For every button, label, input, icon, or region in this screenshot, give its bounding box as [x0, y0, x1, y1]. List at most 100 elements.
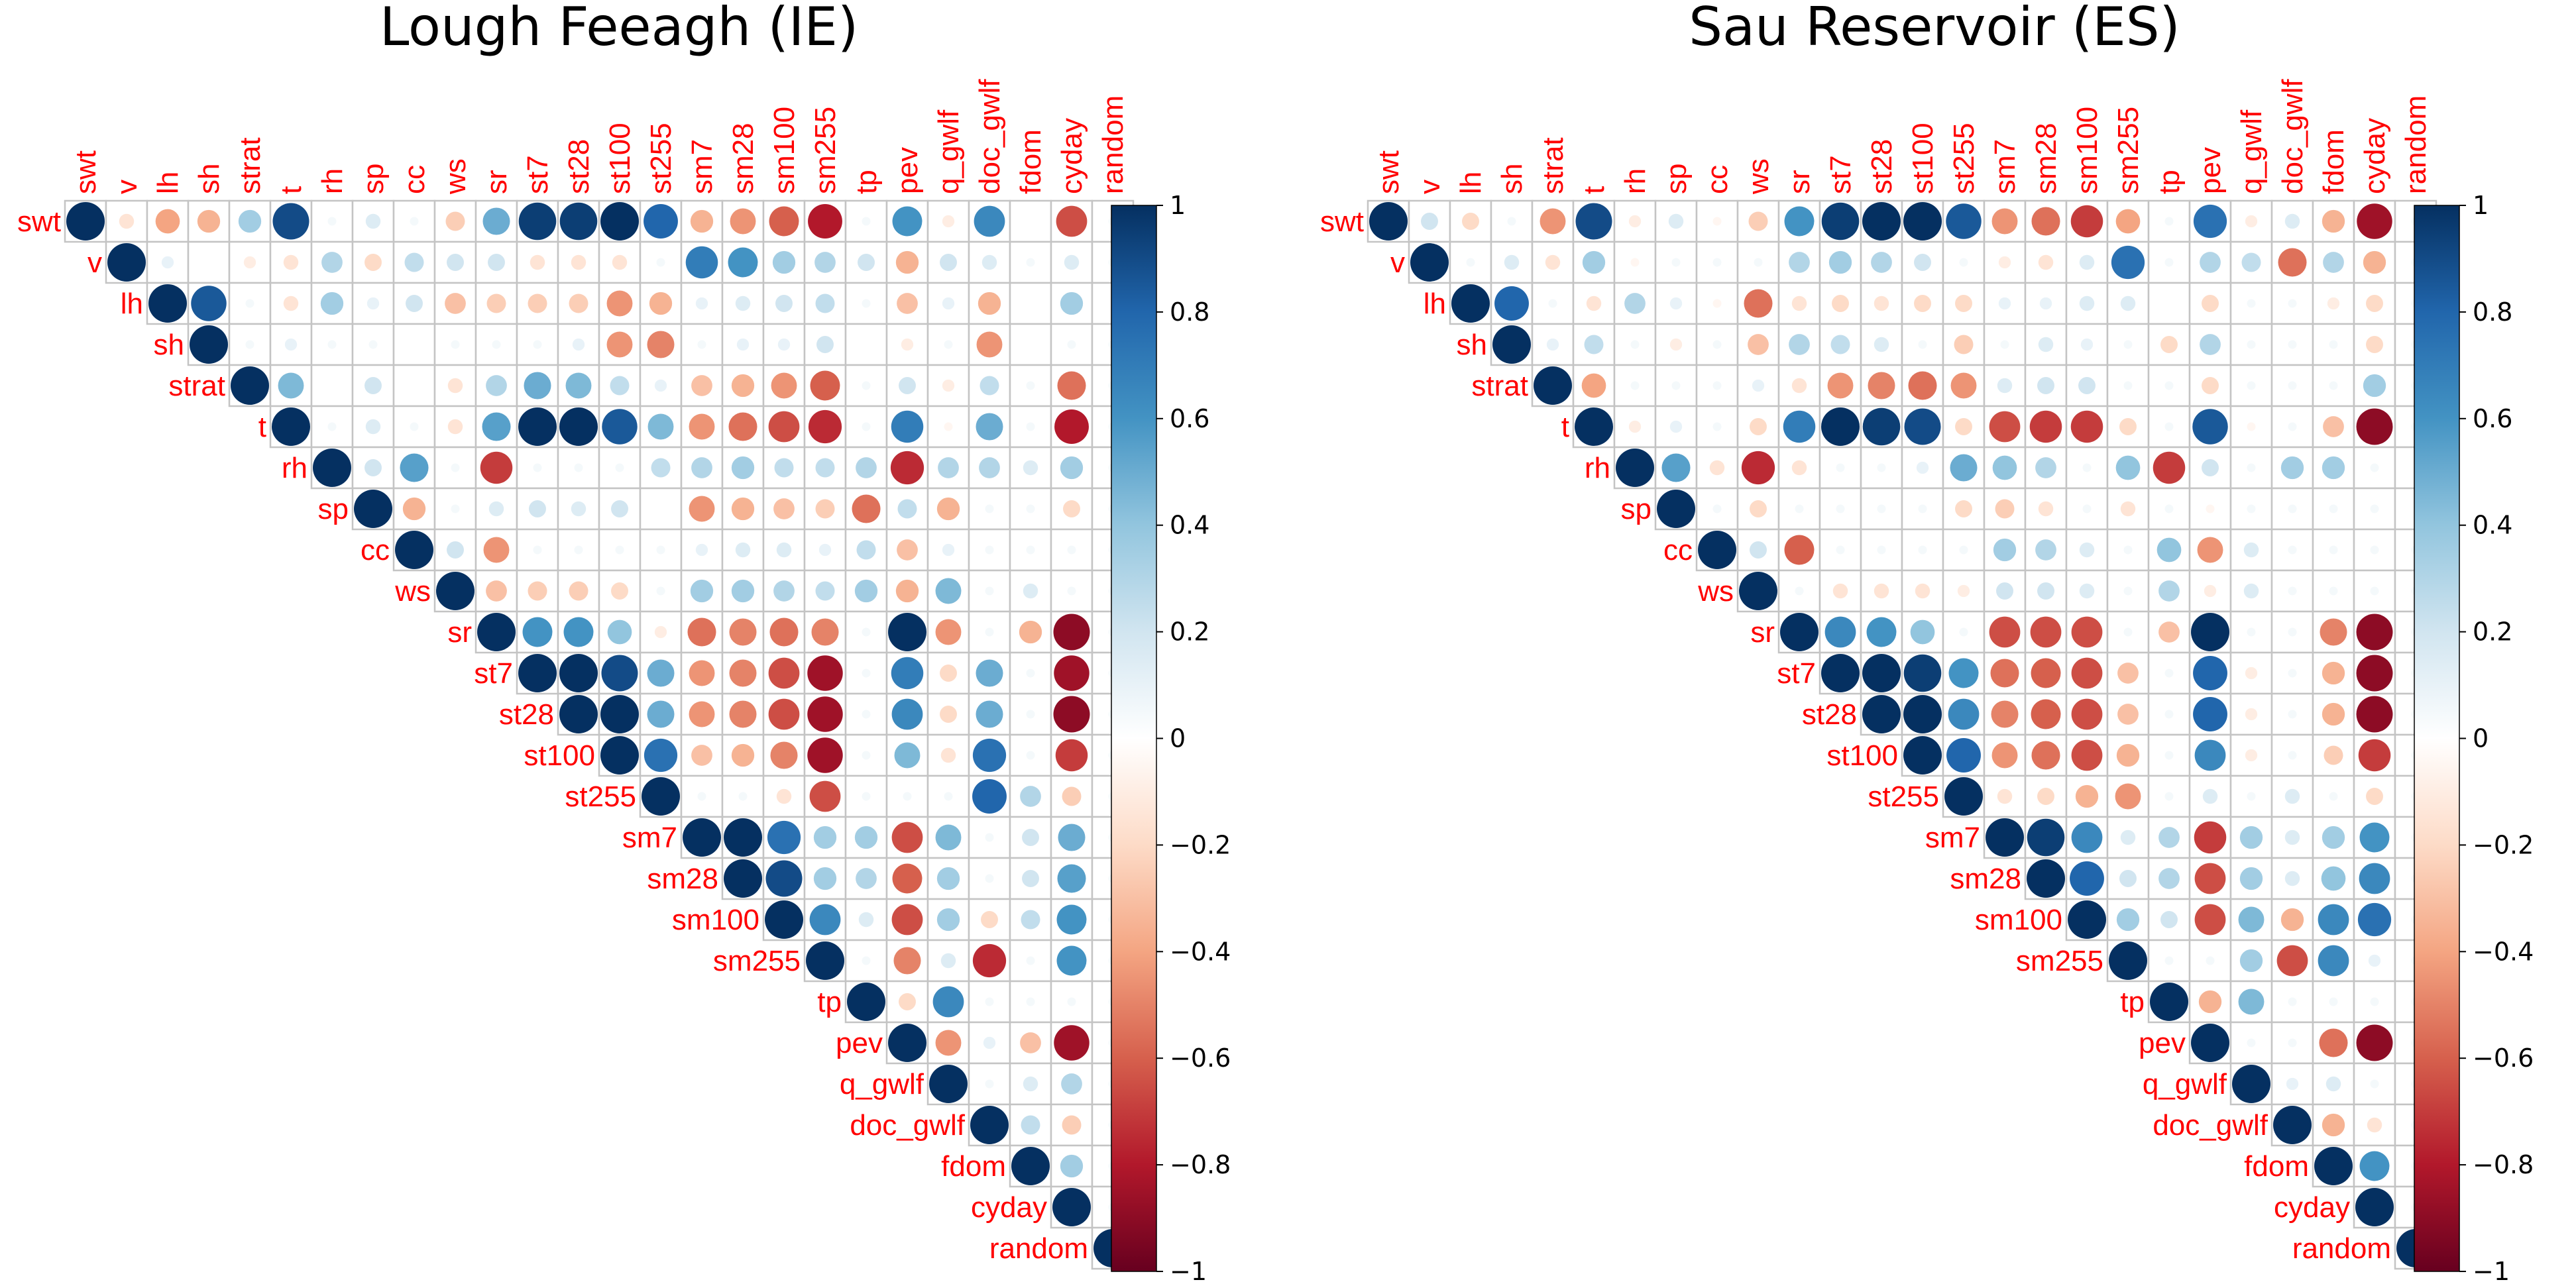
- correlation-circle: [942, 543, 955, 557]
- correlation-circle: [690, 209, 714, 233]
- correlation-circle: [2000, 340, 2009, 349]
- correlation-circle: [2116, 908, 2140, 932]
- correlation-circle: [197, 209, 221, 233]
- correlation-circle: [731, 456, 755, 480]
- correlation-circle: [436, 572, 475, 610]
- correlation-circle: [1827, 372, 1854, 399]
- row-label-p1: sm100: [672, 904, 759, 936]
- row-label-p1: swt: [17, 205, 61, 238]
- correlation-circle: [406, 295, 423, 312]
- row-label-p2: fdom: [2244, 1150, 2309, 1183]
- correlation-circle: [2247, 381, 2256, 390]
- correlation-circle: [2329, 792, 2338, 801]
- correlation-circle: [368, 340, 378, 349]
- correlation-circle: [1795, 504, 1804, 513]
- correlation-circle: [940, 953, 956, 969]
- correlation-circle: [2164, 258, 2174, 267]
- correlation-circle: [1712, 340, 1722, 349]
- correlation-circle: [2363, 374, 2386, 398]
- grid-cell: [1901, 446, 1944, 490]
- correlation-circle: [644, 738, 678, 773]
- correlation-circle: [777, 338, 791, 351]
- correlation-circle: [891, 410, 924, 443]
- correlation-circle: [2071, 739, 2103, 771]
- correlation-circle: [2358, 739, 2391, 772]
- correlation-circle: [1052, 1188, 1091, 1226]
- correlation-circle: [972, 779, 1007, 814]
- correlation-circle: [1053, 696, 1090, 733]
- correlation-circle: [1546, 338, 1559, 351]
- correlation-circle: [731, 497, 755, 521]
- colorbar-tick-label: 0.4: [1170, 511, 1209, 540]
- correlation-circle: [1056, 945, 1087, 976]
- correlation-circle: [2194, 739, 2226, 771]
- correlation-circle: [936, 867, 960, 890]
- correlation-circle: [1995, 499, 2015, 519]
- correlation-circle: [2247, 422, 2256, 431]
- correlation-circle: [1748, 334, 1769, 355]
- correlation-circle: [559, 202, 598, 241]
- correlation-circle: [447, 541, 464, 559]
- correlation-circle: [1020, 1032, 1041, 1053]
- chart-title-p1: Lough Feeagh (IE): [380, 0, 858, 58]
- correlation-circle: [1904, 408, 1941, 445]
- correlation-circle: [1060, 292, 1084, 315]
- correlation-circle: [936, 908, 960, 932]
- correlation-circle: [897, 539, 918, 561]
- column-label-p1: swt: [70, 150, 102, 194]
- column-label-p2: doc_gwlf: [2276, 79, 2309, 194]
- correlation-circle: [891, 822, 923, 853]
- row-label-p2: strat: [1471, 370, 1528, 402]
- correlation-circle: [571, 254, 587, 270]
- correlation-circle: [2323, 416, 2344, 437]
- column-label-p2: sm7: [1989, 139, 2021, 194]
- correlation-circle: [1062, 786, 1082, 806]
- correlation-circle: [601, 655, 638, 692]
- grid-cell: [351, 199, 395, 243]
- correlation-circle: [944, 340, 953, 349]
- correlation-circle: [1492, 325, 1531, 364]
- correlation-circle: [654, 625, 667, 639]
- correlation-circle: [563, 617, 594, 647]
- correlation-circle: [1026, 710, 1035, 719]
- correlation-circle: [2356, 655, 2393, 692]
- correlation-circle: [1836, 463, 1845, 472]
- column-label-p2: swt: [1372, 150, 1405, 194]
- correlation-circle: [2288, 545, 2297, 555]
- correlation-circle: [2123, 627, 2133, 637]
- correlation-circle: [1060, 1154, 1084, 1178]
- correlation-circle: [642, 777, 680, 816]
- correlation-circle: [2329, 545, 2338, 555]
- row-label-p2: sh: [1457, 329, 1487, 361]
- correlation-circle: [2288, 1038, 2297, 1047]
- correlation-circle: [2082, 504, 2092, 513]
- correlation-circle: [611, 500, 628, 517]
- correlation-circle: [1582, 250, 1606, 274]
- correlation-circle: [2327, 297, 2340, 310]
- correlation-circle: [976, 659, 1003, 687]
- correlation-circle: [284, 338, 298, 351]
- colorbar-tick-label: −1: [2473, 1257, 2510, 1284]
- correlation-circle: [1698, 531, 1736, 569]
- correlation-circle: [492, 340, 501, 349]
- correlation-circle: [602, 409, 638, 445]
- grid-cell: [721, 651, 765, 695]
- correlation-circle: [2160, 911, 2178, 928]
- correlation-circle: [2367, 1117, 2382, 1133]
- correlation-circle: [2288, 381, 2297, 390]
- correlation-circle: [2068, 900, 2106, 939]
- correlation-circle: [1058, 824, 1086, 851]
- correlation-circle: [366, 297, 380, 310]
- colorbar-tick-label: −0.2: [1170, 830, 1231, 859]
- correlation-circle: [807, 737, 843, 773]
- correlation-circle: [477, 613, 516, 651]
- correlation-circle: [1915, 583, 1931, 599]
- correlation-circle: [447, 254, 464, 271]
- correlation-circle: [735, 542, 751, 558]
- column-label-p2: strat: [1537, 137, 1569, 194]
- correlation-circle: [245, 299, 254, 308]
- column-label-p2: v: [1414, 180, 1446, 194]
- column-label-p2: sp: [1660, 164, 1693, 194]
